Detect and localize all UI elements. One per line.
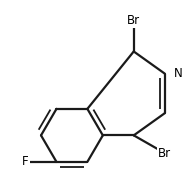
Text: N: N xyxy=(174,67,182,80)
Text: F: F xyxy=(22,155,29,168)
Text: Br: Br xyxy=(127,14,140,27)
Text: Br: Br xyxy=(158,146,171,159)
